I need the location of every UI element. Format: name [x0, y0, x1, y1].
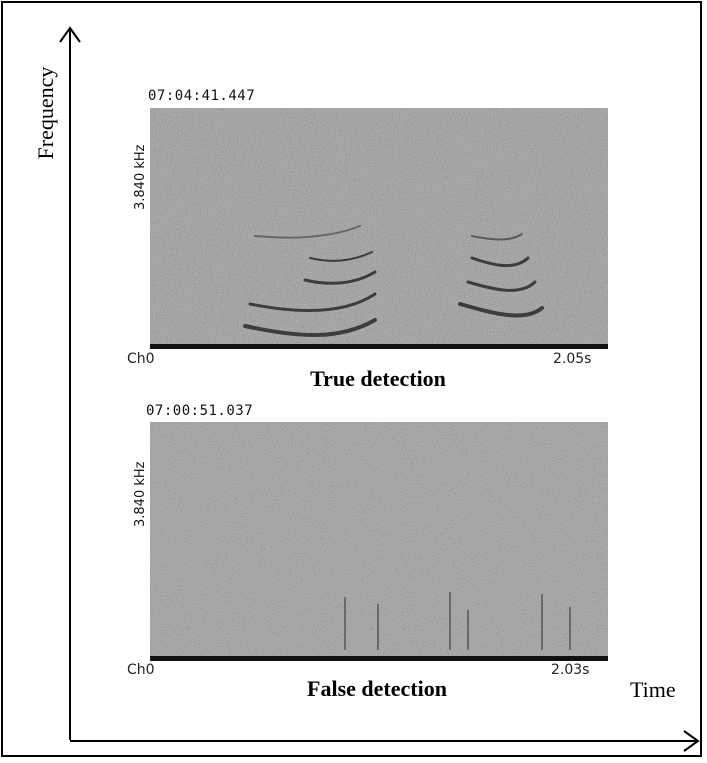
panel-caption: True detection [310, 366, 446, 391]
duration-label: 2.03s [551, 662, 590, 678]
spectrogram-image [150, 422, 608, 657]
channel-label: Ch0 [127, 662, 155, 678]
call-harmonics [243, 225, 544, 337]
x-axis-arrow-icon [683, 730, 700, 752]
timestamp: 07:04:41.447 [148, 88, 256, 104]
frequency-label: 3.840 kHz [133, 461, 148, 527]
time-baseline [150, 344, 608, 349]
x-axis-label: Time [630, 677, 676, 702]
panel-caption: False detection [307, 676, 447, 701]
duration-label: 2.05s [553, 351, 592, 367]
time-baseline [150, 656, 608, 661]
timestamp: 07:00:51.037 [146, 403, 254, 419]
y-axis-label: Frequency [33, 66, 58, 160]
spectrogram-image [150, 108, 608, 346]
noise-streaks [344, 592, 571, 650]
y-axis-arrow-icon [59, 26, 81, 43]
channel-label: Ch0 [127, 351, 155, 367]
frequency-label: 3.840 kHz [133, 144, 148, 210]
